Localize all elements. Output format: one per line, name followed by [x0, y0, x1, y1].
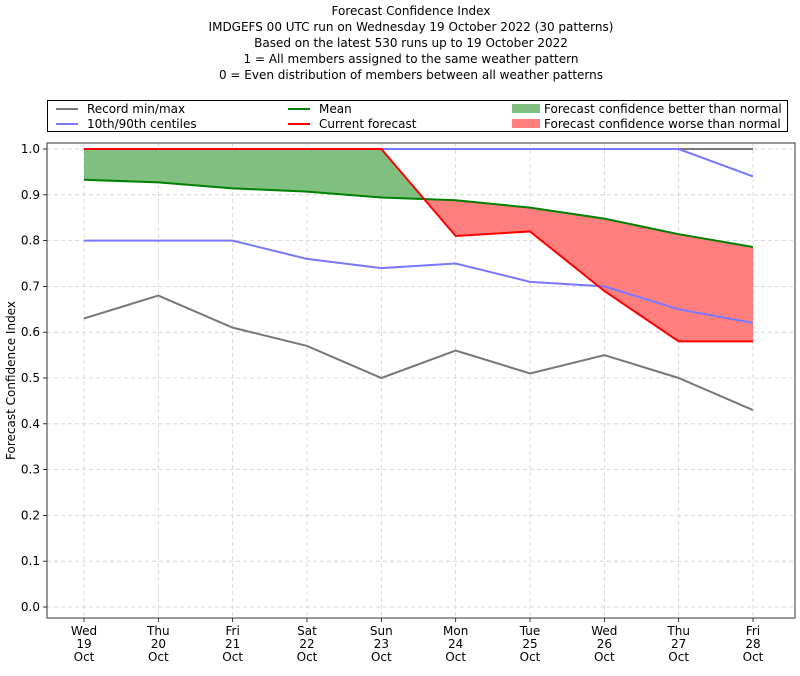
legend-item-mean: Mean — [288, 102, 352, 117]
legend-item-worse-than-normal: Forecast confidence worse than normal — [512, 117, 781, 132]
series-line-10th-centile — [84, 239, 754, 325]
x-tick-label: 24 — [448, 637, 463, 651]
y-tick-label: 0.6 — [21, 325, 40, 339]
legend-label: 10th/90th centiles — [87, 117, 197, 131]
x-tick-label: 25 — [522, 637, 537, 651]
legend-label: Mean — [319, 102, 352, 116]
x-tick-label: Oct — [594, 650, 615, 664]
x-tick-label: 21 — [225, 637, 240, 651]
x-tick-label: Oct — [520, 650, 541, 664]
legend-item-record-min-max: Record min/max — [56, 102, 185, 117]
y-tick-label: 1.0 — [21, 142, 40, 156]
x-tick-label: Wed — [591, 624, 617, 638]
y-tick-label: 0.2 — [21, 508, 40, 522]
x-tick-label: 27 — [671, 637, 686, 651]
x-tick-label: Fri — [746, 624, 760, 638]
legend-swatch-current-forecast — [288, 122, 310, 125]
x-tick-label: Oct — [668, 650, 689, 664]
legend-swatch-better-than-normal — [512, 104, 540, 113]
legend-item-current-forecast: Current forecast — [288, 117, 416, 132]
chart-title: Forecast Confidence Index — [331, 4, 491, 18]
y-axis-label: Forecast Confidence Index — [4, 301, 18, 460]
x-tick-label: Fri — [226, 624, 240, 638]
x-tick-label: 23 — [374, 637, 389, 651]
legend-swatch-centiles — [56, 122, 78, 125]
x-tick-label: 26 — [597, 637, 612, 651]
y-tick-label: 0.0 — [21, 600, 40, 614]
x-tick-label: Thu — [146, 624, 170, 638]
x-tick-label: Wed — [71, 624, 97, 638]
legend-swatch-record-min-max — [56, 107, 78, 110]
y-tick-label: 0.8 — [21, 234, 40, 248]
series-lines — [83, 148, 754, 411]
chart-titles: Forecast Confidence Index IMDGEFS 00 UTC… — [0, 3, 800, 83]
x-tick-label: 19 — [76, 637, 91, 651]
plot-frame — [46, 142, 796, 619]
legend-label: Forecast confidence worse than normal — [544, 117, 781, 131]
legend-item-better-than-normal: Forecast confidence better than normal — [512, 102, 782, 117]
confidence-fills — [84, 149, 753, 342]
x-tick-label: Oct — [743, 650, 764, 664]
x-tick-label: 20 — [151, 637, 166, 651]
fill-better-than-normal — [84, 149, 425, 200]
x-axis-ticks: Wed19OctThu20OctFri21OctSat22OctSun23Oct… — [71, 618, 764, 664]
x-tick-label: Oct — [222, 650, 243, 664]
x-tick-label: Oct — [148, 650, 169, 664]
y-axis-ticks: 0.0 0.1 0.2 0.3 0.4 0.5 0.6 0.7 0.8 0.9 1.0 — [21, 142, 47, 614]
legend-label: Forecast confidence better than normal — [544, 102, 782, 116]
x-tick-label: 22 — [299, 637, 314, 651]
x-tick-label: 28 — [745, 637, 760, 651]
chart-subtitle-run: IMDGEFS 00 UTC run on Wednesday 19 Octob… — [208, 20, 614, 34]
legend-swatch-mean — [288, 107, 310, 110]
chart-subtitle-one-meaning: 1 = All members assigned to the same wea… — [243, 52, 579, 66]
legend-item-centiles: 10th/90th centiles — [56, 117, 197, 132]
legend-swatch-worse-than-normal — [512, 119, 540, 128]
x-tick-label: Oct — [297, 650, 318, 664]
chart-subtitle-zero-meaning: 0 = Even distribution of members between… — [218, 68, 604, 82]
y-tick-label: 0.3 — [21, 463, 40, 477]
x-tick-label: Oct — [445, 650, 466, 664]
x-tick-label: Oct — [74, 650, 95, 664]
series-line-mean — [83, 178, 754, 248]
series-line-current-forecast — [84, 148, 753, 343]
y-tick-label: 0.9 — [21, 188, 40, 202]
chart-legend: Record min/max 10th/90th centiles Mean C… — [47, 100, 788, 132]
chart-subtitle-basis: Based on the latest 530 runs up to 19 Oc… — [254, 36, 568, 50]
y-tick-label: 0.7 — [21, 279, 40, 293]
x-tick-label: Thu — [666, 624, 690, 638]
x-tick-label: Sun — [370, 624, 393, 638]
fill-worse-than-normal — [424, 199, 753, 342]
y-tick-label: 0.1 — [21, 554, 40, 568]
x-tick-label: Sat — [297, 624, 317, 638]
y-tick-label: 0.4 — [21, 417, 40, 431]
y-tick-label: 0.5 — [21, 371, 40, 385]
legend-label: Record min/max — [87, 102, 186, 116]
legend-label: Current forecast — [319, 117, 417, 131]
x-tick-label: Tue — [519, 624, 541, 638]
x-tick-label: Mon — [443, 624, 468, 638]
x-tick-label: Oct — [371, 650, 392, 664]
series-line-record-min — [83, 294, 754, 411]
